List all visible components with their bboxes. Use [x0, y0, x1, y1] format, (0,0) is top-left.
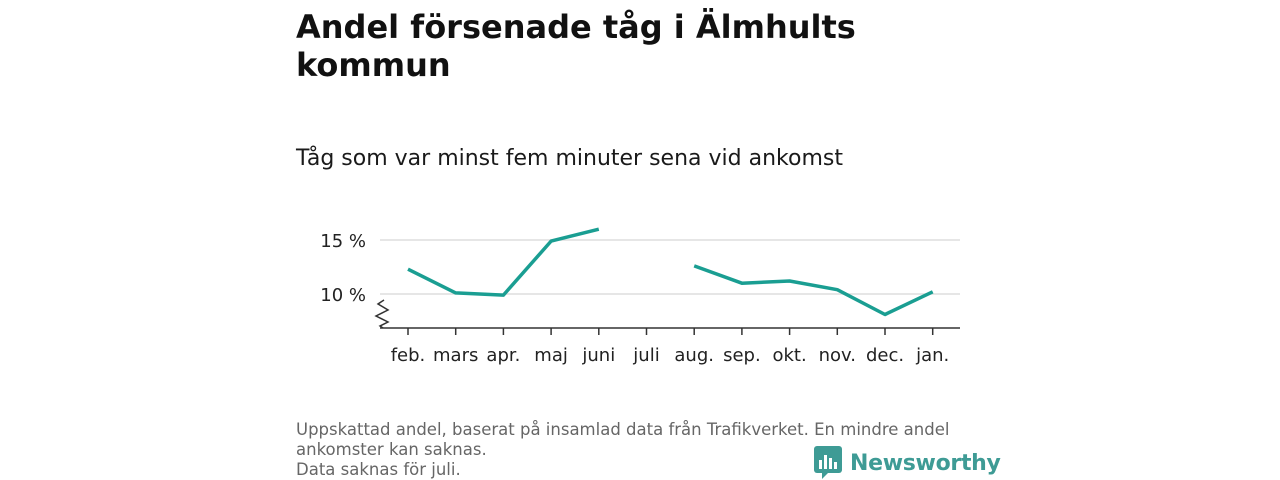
x-tick-label: nov. [819, 345, 856, 366]
x-tick-label: jan. [915, 345, 949, 366]
chart-subtitle: Tåg som var minst fem minuter sena vid a… [296, 146, 843, 171]
chart-title: Andel försenade tåg i Älmhults kommun [296, 8, 856, 84]
x-tick-label: juli [632, 345, 659, 366]
x-tick-label: sep. [723, 345, 761, 366]
x-tick-label: apr. [486, 345, 520, 366]
y-tick-label: 10 % [320, 285, 366, 306]
x-tick-label: maj [534, 345, 568, 366]
axis-break-icon [374, 299, 390, 329]
y-tick-label: 15 % [320, 231, 366, 252]
series-line [407, 227, 934, 317]
x-tick-label: aug. [674, 345, 714, 366]
footnote: Uppskattad andel, baserat på insamlad da… [296, 420, 986, 480]
newsworthy-logo-icon [814, 446, 842, 479]
x-tick-label: mars [433, 345, 478, 366]
x-tick-label: juni [581, 345, 615, 366]
footnote-line-1: Uppskattad andel, baserat på insamlad da… [296, 420, 950, 439]
x-tick-label: feb. [391, 345, 426, 366]
x-tick-label: dec. [866, 345, 904, 366]
x-tick-label: okt. [772, 345, 806, 366]
footnote-line-2: ankomster kan saknas. [296, 440, 487, 459]
footnote-line-3: Data saknas för juli. [296, 460, 461, 479]
newsworthy-logo: Newsworthy [814, 446, 1001, 480]
newsworthy-logo-text: Newsworthy [850, 450, 1001, 476]
